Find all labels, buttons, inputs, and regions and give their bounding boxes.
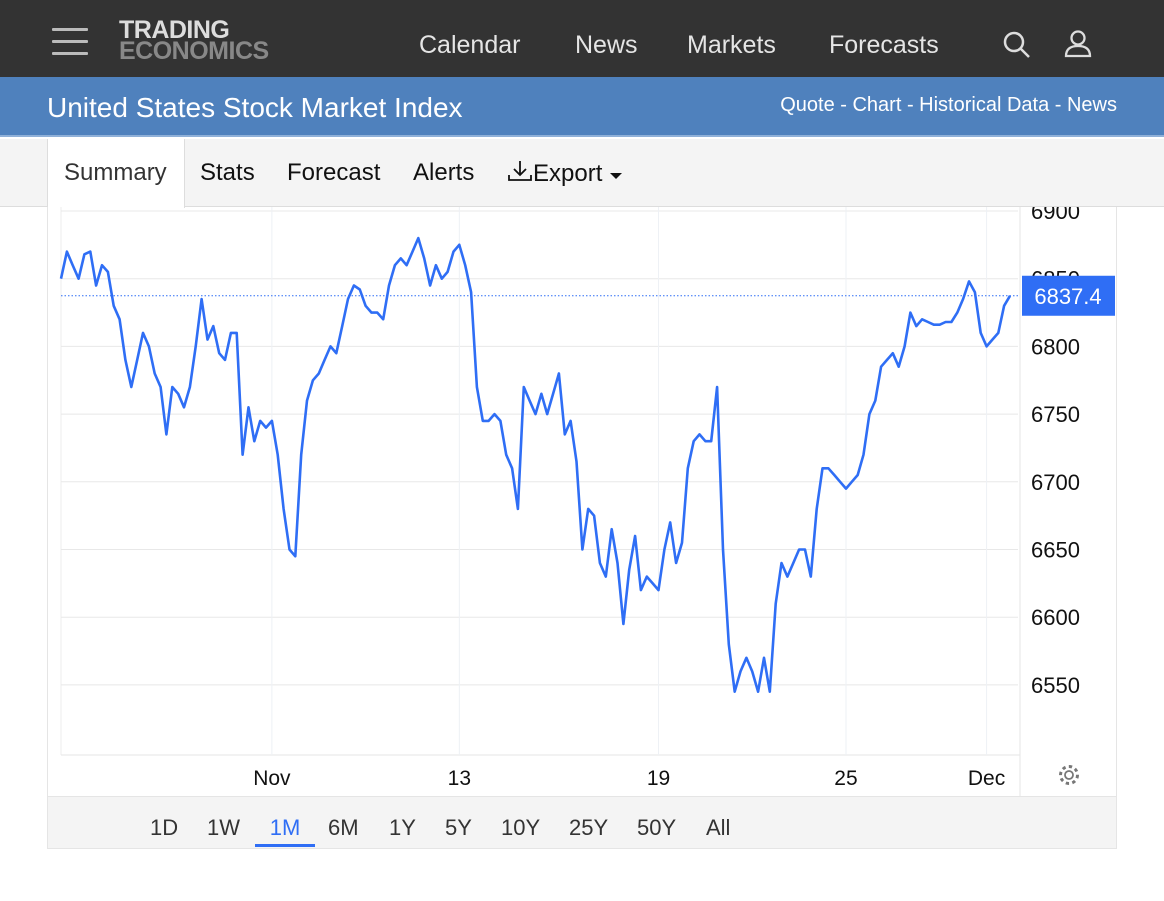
- nav-markets[interactable]: Markets: [687, 31, 776, 59]
- range-5y[interactable]: 5Y: [445, 815, 472, 840]
- tab-bar: Summary Stats Forecast Alerts Export: [0, 139, 1164, 208]
- nav-news[interactable]: News: [575, 31, 638, 59]
- y-tick-label: 6600: [1031, 605, 1080, 630]
- range-1m[interactable]: 1M: [255, 815, 315, 847]
- x-tick-label: Nov: [253, 767, 291, 790]
- x-tick-label: 13: [448, 767, 471, 790]
- y-tick-label: 6750: [1031, 402, 1080, 427]
- range-selector: 1D 1W 1M 6M 1Y 5Y 10Y 25Y 50Y All: [48, 796, 1116, 848]
- top-nav-bar: TRADING ECONOMICS Calendar News Markets F…: [0, 0, 1164, 77]
- x-tick-label: 19: [647, 767, 670, 790]
- range-50y[interactable]: 50Y: [637, 815, 677, 840]
- y-tick-label: 6800: [1031, 334, 1080, 359]
- menu-icon[interactable]: [52, 28, 88, 58]
- current-value-badge: [1022, 275, 1115, 316]
- y-tick-label: 6650: [1031, 538, 1080, 563]
- logo[interactable]: TRADING ECONOMICS: [119, 16, 269, 65]
- tab-forecast[interactable]: Forecast: [287, 159, 381, 186]
- range-1d[interactable]: 1D: [150, 815, 179, 840]
- section-links[interactable]: Quote - Chart - Historical Data - News: [780, 94, 1117, 116]
- x-tick-label: Dec: [968, 767, 1005, 790]
- tab-summary[interactable]: Summary: [47, 139, 185, 208]
- price-chart[interactable]: 65506600665067006750680068506900Nov13192…: [0, 207, 1164, 797]
- range-1y[interactable]: 1Y: [389, 815, 416, 840]
- user-icon[interactable]: [1064, 29, 1094, 59]
- range-all[interactable]: All: [706, 815, 731, 840]
- price-line: [59, 236, 1012, 694]
- current-value-label: 6837.4: [1034, 284, 1101, 309]
- range-25y[interactable]: 25Y: [569, 815, 609, 840]
- x-tick-label: 25: [834, 767, 857, 790]
- y-tick-label: 6900: [1031, 207, 1080, 224]
- nav-calendar[interactable]: Calendar: [419, 31, 521, 59]
- page-title: United States Stock Market Index: [47, 92, 463, 123]
- y-tick-label: 6700: [1031, 470, 1080, 495]
- range-10y[interactable]: 10Y: [501, 815, 541, 840]
- caret-down-icon: [610, 173, 623, 179]
- range-1w[interactable]: 1W: [207, 815, 240, 840]
- page-header: United States Stock Market Index Quote -…: [0, 77, 1164, 137]
- download-icon: [508, 161, 532, 181]
- export-label: Export: [533, 160, 603, 187]
- settings-gear-icon[interactable]: [1056, 762, 1082, 788]
- tab-export[interactable]: Export: [507, 159, 623, 188]
- tab-alerts[interactable]: Alerts: [413, 159, 475, 186]
- nav-forecasts[interactable]: Forecasts: [829, 31, 939, 59]
- search-icon[interactable]: [1002, 30, 1032, 60]
- chart-container: [47, 207, 1117, 849]
- range-6m[interactable]: 6M: [328, 815, 359, 840]
- y-tick-label: 6550: [1031, 673, 1080, 698]
- tab-stats[interactable]: Stats: [200, 159, 255, 186]
